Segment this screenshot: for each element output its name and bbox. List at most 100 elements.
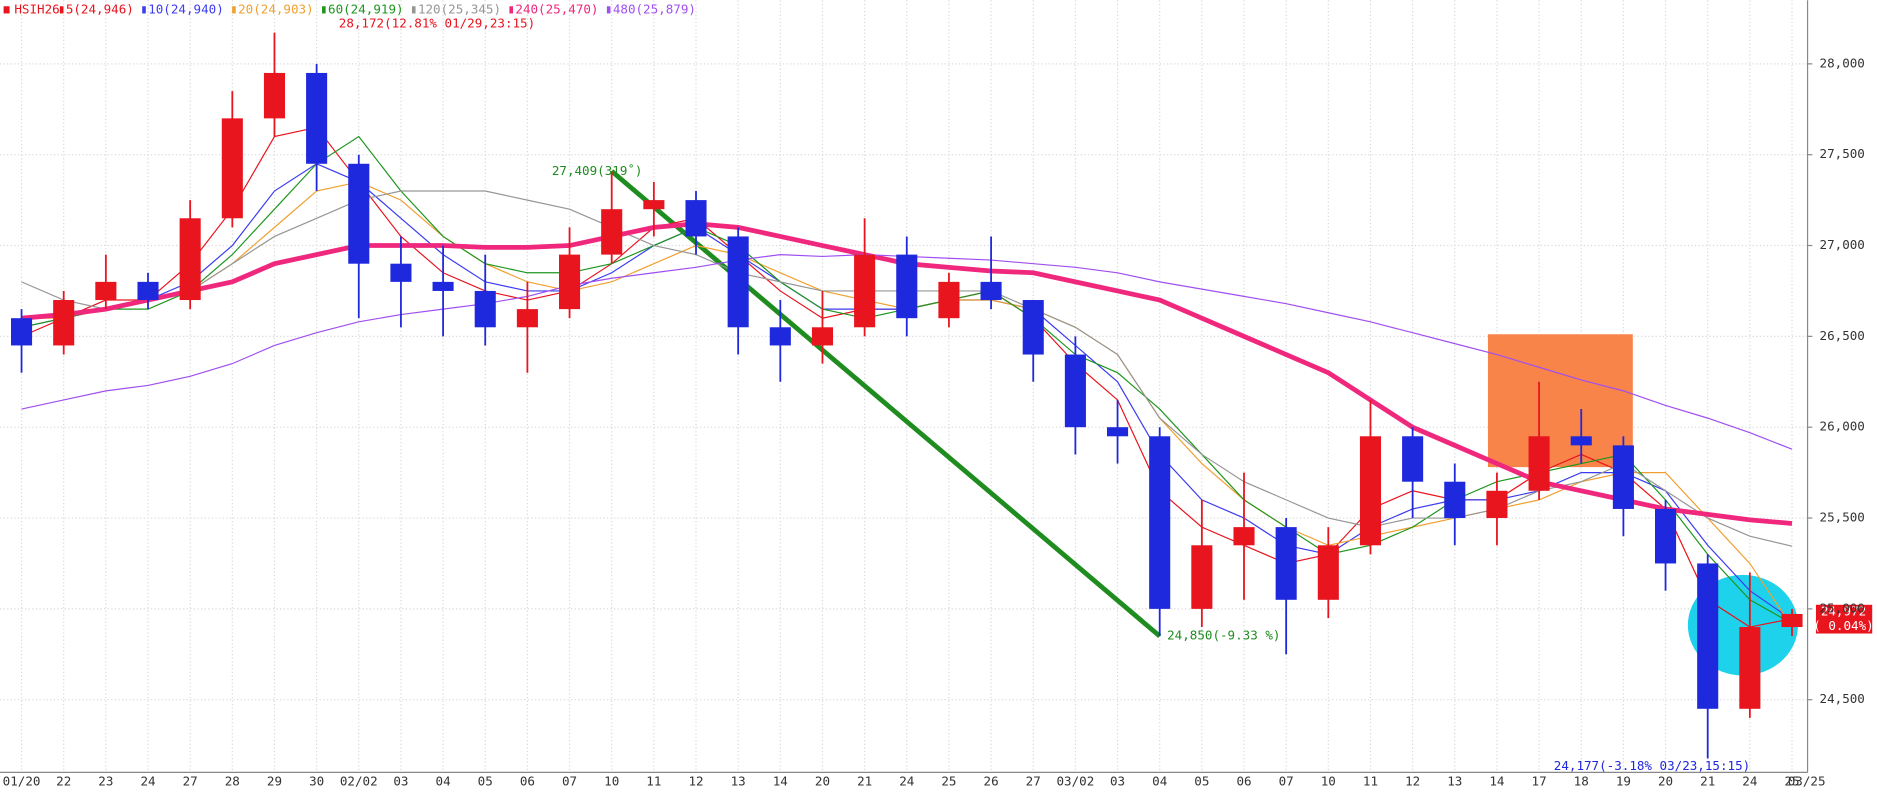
last-price: 24,972: [1821, 603, 1866, 618]
trend-line: [610, 169, 1162, 638]
candle-body: [1739, 627, 1761, 709]
candle-body: [1107, 427, 1129, 437]
candle-body: [559, 254, 581, 310]
candle-body: [137, 281, 159, 301]
candle-body: [390, 263, 412, 282]
candle-body: [1233, 527, 1255, 546]
candle-body: [1528, 436, 1550, 491]
legend-label: 10(24,940): [148, 1, 224, 16]
legend-marker: [59, 6, 64, 14]
x-tick-label: 04: [1152, 773, 1167, 788]
x-tick-label: 25: [941, 773, 956, 788]
legend-marker: [509, 6, 514, 14]
candle-body: [221, 118, 243, 219]
x-tick-label: 07: [562, 773, 577, 788]
annotation: 24,850(-9.33 %): [1167, 627, 1280, 642]
x-tick-label: 05: [478, 773, 493, 788]
candle-body: [685, 200, 707, 237]
legend-label: 60(24,919): [328, 1, 404, 16]
candle-body: [811, 327, 834, 346]
x-tick-label: 10: [604, 773, 619, 788]
x-tick-label: 06: [1236, 773, 1251, 788]
candle-body: [938, 281, 960, 319]
symbol: HSIH26: [14, 1, 59, 16]
candle-body: [854, 254, 876, 328]
candles: [11, 32, 1803, 759]
candle-body: [11, 318, 33, 346]
last-price-box: [1815, 604, 1873, 634]
candle-body: [432, 281, 454, 291]
x-tick-label: 03/02: [1057, 773, 1095, 788]
candle-body: [474, 290, 496, 328]
candle-body: [643, 200, 665, 210]
x-tick-label: 18: [1574, 773, 1589, 788]
x-tick-label: 27: [1026, 773, 1041, 788]
y-tick-label: 24,500: [1820, 691, 1865, 706]
x-tick-label: 03: [1110, 773, 1125, 788]
x-tick-label: 03: [393, 773, 408, 788]
x-tick-label: 22: [56, 773, 71, 788]
y-tick-label: 25,000: [1820, 600, 1865, 615]
candle-body: [1655, 508, 1677, 564]
candle-body: [1612, 445, 1634, 509]
x-tick-label: 20: [1658, 773, 1673, 788]
candle-body: [1444, 481, 1466, 519]
candle-body: [1022, 300, 1044, 355]
candle-body: [348, 163, 370, 264]
x-tick-label: 27: [183, 773, 198, 788]
x-tick-label: 24: [1742, 773, 1757, 788]
y-tick-label: 25,500: [1820, 510, 1865, 525]
x-tick-label: 21: [857, 773, 872, 788]
candle-body: [95, 281, 117, 301]
y-tick-label: 26,500: [1820, 328, 1865, 343]
candle-body: [601, 209, 623, 255]
legend-marker: [142, 6, 146, 14]
legend-marker: [322, 6, 326, 14]
x-tick-label: 29: [267, 773, 282, 788]
legend-label: 5(24,946): [66, 1, 134, 16]
candle-body: [1275, 527, 1297, 600]
candle-body: [769, 327, 791, 346]
legend-label: 240(25,470): [515, 1, 598, 16]
candle-body: [727, 236, 749, 328]
legend-marker: [411, 6, 416, 14]
candle-body: [1570, 436, 1592, 446]
legend-label: 20(24,903): [238, 1, 314, 16]
x-tick-label: 11: [1363, 773, 1378, 788]
x-tick-label: 06: [520, 773, 535, 788]
legend-marker: [232, 6, 236, 14]
x-tick-label: 25: [1784, 773, 1799, 788]
symbol-marker: [3, 6, 10, 14]
x-tick-label: 13: [1447, 773, 1462, 788]
legend-label: 480(25,879): [613, 1, 696, 16]
x-tick-label: 01/20: [3, 773, 41, 788]
x-tick-label: 20: [815, 773, 830, 788]
annotation: 27,409(319˚): [552, 163, 643, 178]
annotation: 28,172(12.81% 01/29,23:15): [339, 16, 535, 31]
y-tick-label: 28,000: [1820, 55, 1865, 70]
candle-body: [1781, 613, 1803, 628]
candle-body: [1697, 563, 1719, 709]
x-tick-label: 21: [1700, 773, 1715, 788]
candle-body: [896, 254, 918, 319]
y-tick-label: 27,000: [1820, 237, 1865, 252]
legend-label: 120(25,345): [418, 1, 501, 16]
x-tick-label: 30: [309, 773, 324, 788]
candle-body: [1191, 545, 1213, 609]
x-tick-label: 26: [984, 773, 999, 788]
candle-body: [1317, 545, 1339, 600]
y-tick-label: 27,500: [1820, 146, 1865, 161]
highlight-box: [1487, 334, 1633, 468]
candle-body: [980, 281, 1002, 301]
legend-marker: [606, 6, 611, 14]
annotation: 24,177(-3.18% 03/23,15:15): [1554, 758, 1750, 773]
x-tick-label: 28: [225, 773, 240, 788]
x-tick-label: 10: [1321, 773, 1336, 788]
x-end-label: 03/25: [1788, 773, 1826, 788]
x-tick-label: 07: [1279, 773, 1294, 788]
x-tick-label: 02/02: [340, 773, 378, 788]
candle-body: [306, 72, 328, 164]
candle-body: [1064, 354, 1086, 428]
